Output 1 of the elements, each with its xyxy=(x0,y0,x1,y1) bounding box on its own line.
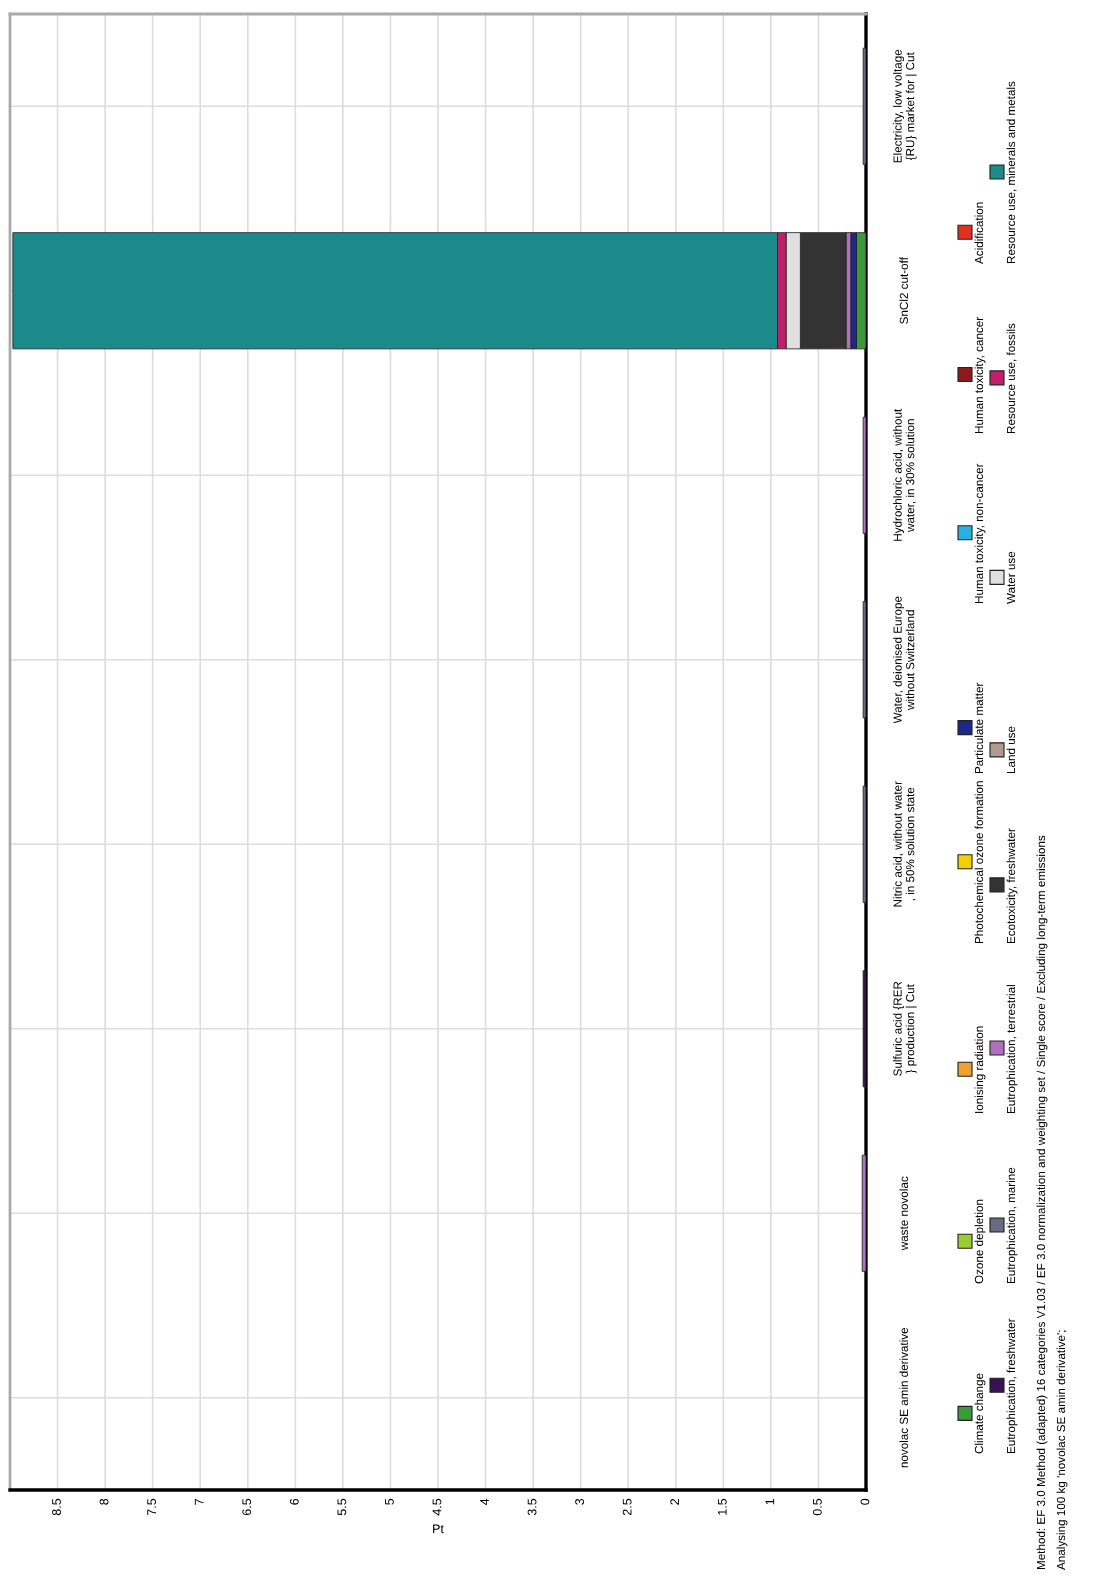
bar xyxy=(856,232,866,350)
